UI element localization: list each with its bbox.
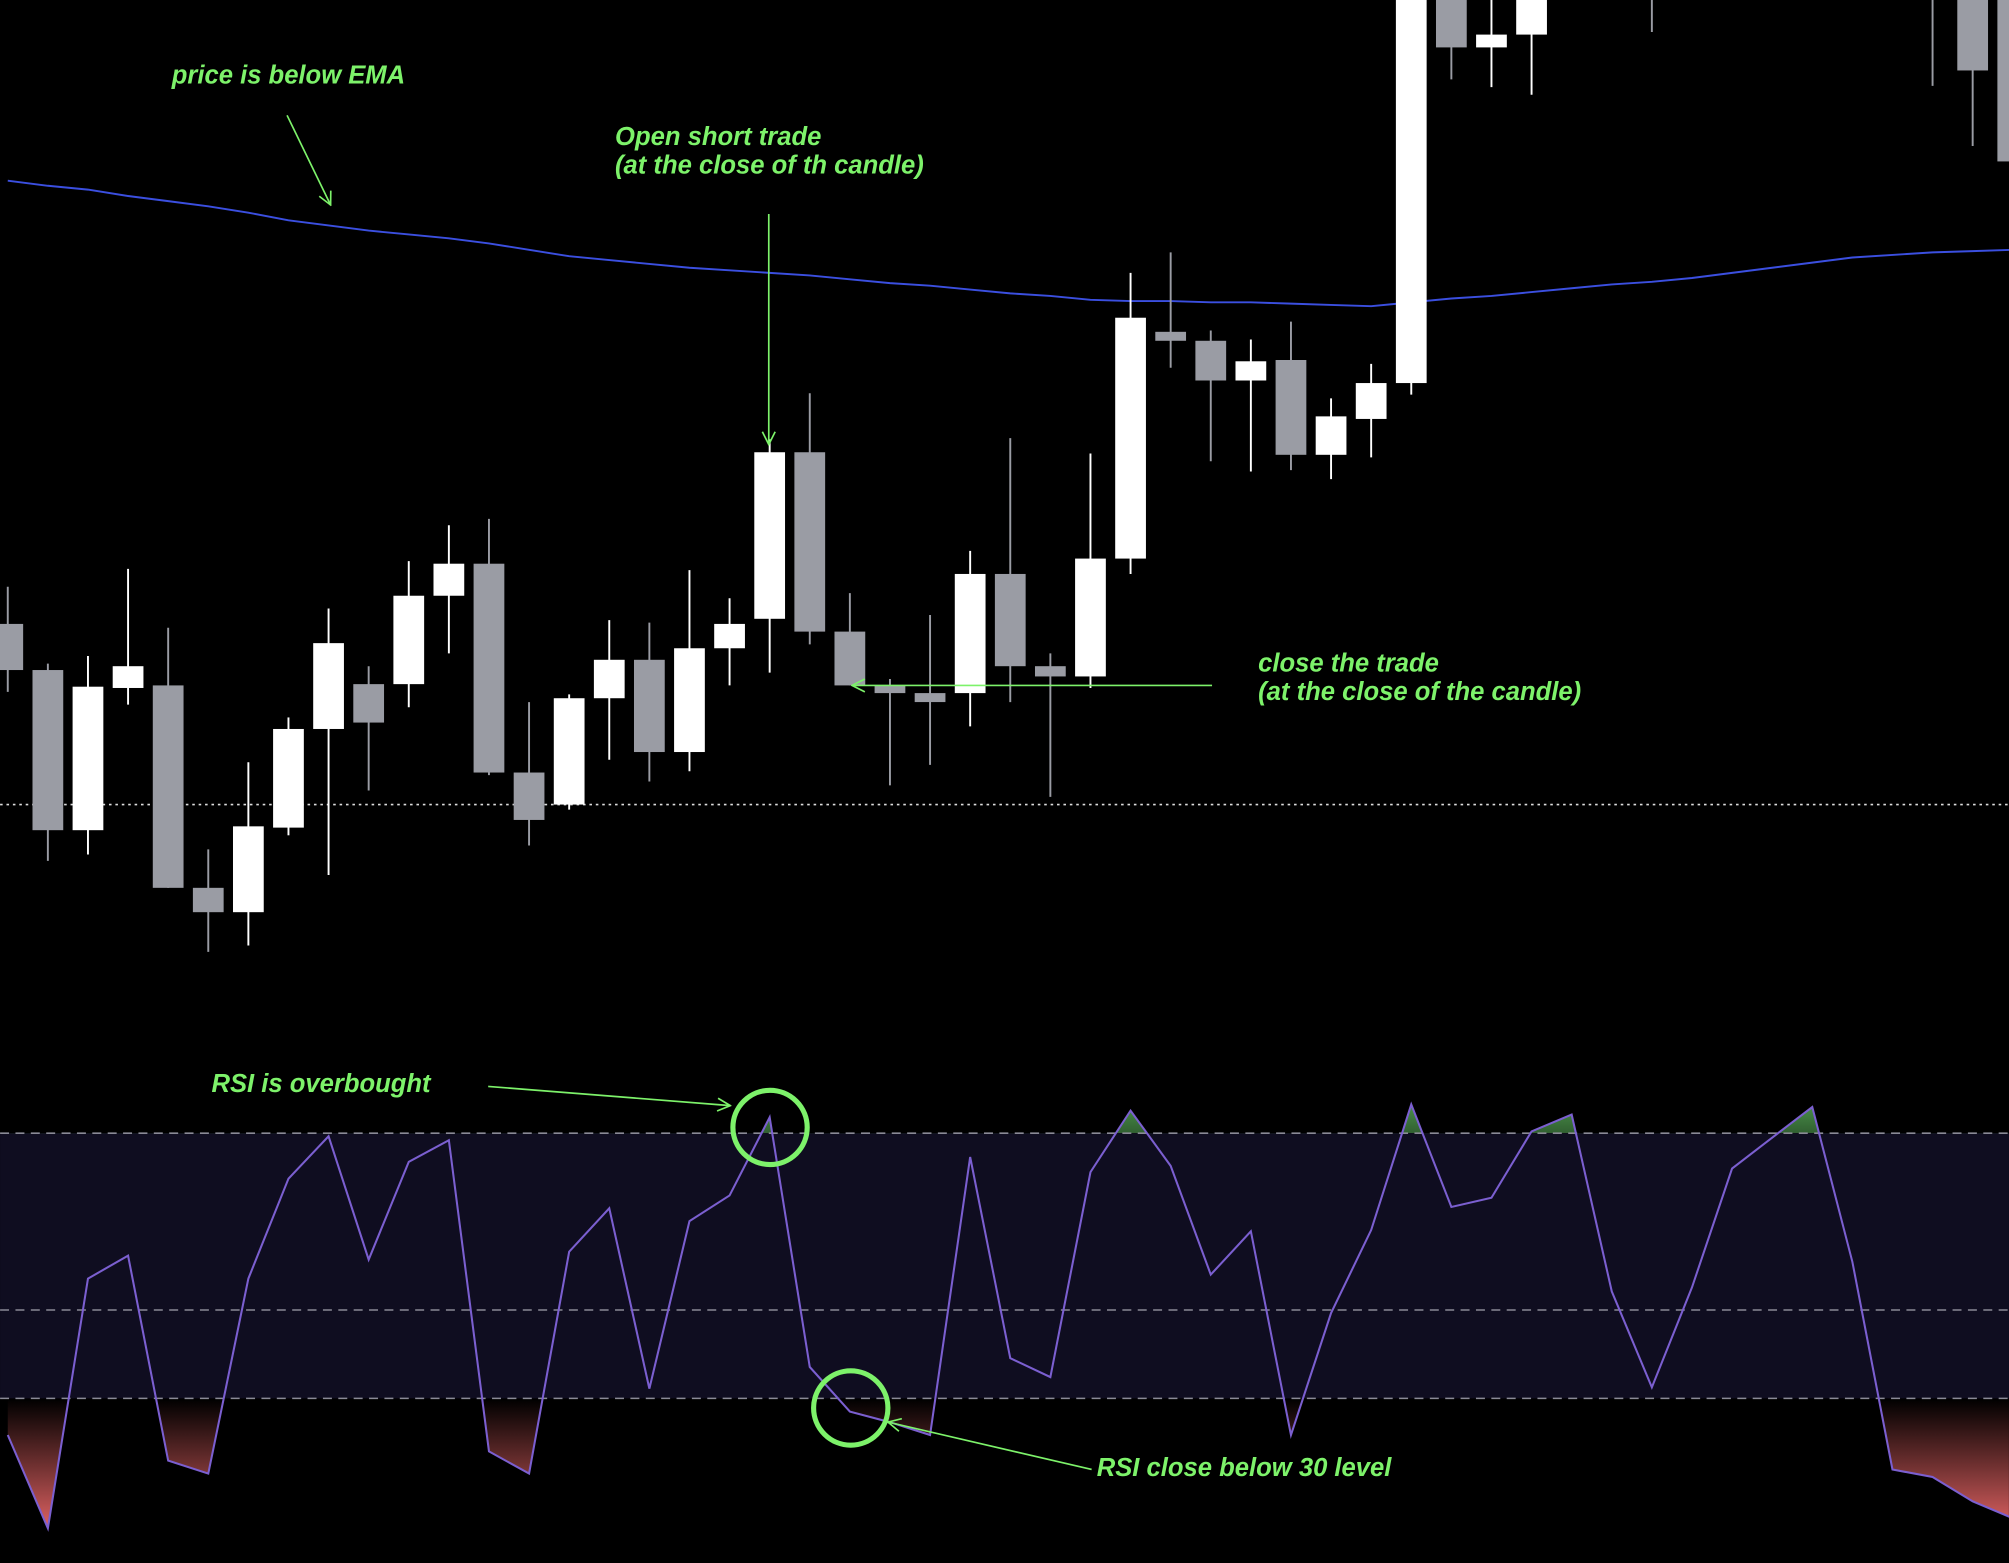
arrow [488, 1085, 730, 1105]
candle-body [593, 659, 625, 699]
candle-body [353, 684, 385, 723]
candle-body [112, 666, 144, 688]
candle-body [714, 623, 745, 649]
candle-body [152, 685, 184, 888]
candle-body [1075, 558, 1106, 677]
overbought-fill [761, 1104, 1820, 1134]
candle-body [192, 887, 224, 913]
arrow [888, 1422, 1092, 1471]
annotation-shapes [286, 114, 1213, 1471]
annotation: (at the close of th candle) [615, 151, 924, 179]
candle-body [954, 573, 986, 694]
candle-body [834, 631, 866, 686]
candle-body [874, 685, 906, 694]
arrow [286, 114, 331, 205]
candle-body [1355, 383, 1387, 419]
candle-body [1957, 0, 1989, 71]
annotation: close the trade [1258, 650, 1439, 678]
annotation: price is below EMA [171, 62, 405, 90]
rsi-line [6, 1101, 2009, 1532]
highlight-circle [811, 1368, 891, 1448]
candle-body [794, 452, 826, 632]
candle-body [1195, 340, 1227, 381]
ema-line [7, 179, 2009, 308]
level-band [0, 1133, 2009, 1399]
candle-body [32, 670, 64, 831]
candle-body [72, 686, 104, 831]
candle-body [633, 659, 665, 753]
candle-body [232, 826, 264, 913]
annotation: RSI is overbought [211, 1070, 432, 1098]
candle-body [553, 698, 585, 805]
candle-body [393, 595, 425, 685]
candle-body [1476, 34, 1507, 48]
annotation: Open short trade [615, 123, 821, 151]
candle-body [1997, 0, 2009, 162]
candle-body [674, 648, 705, 753]
candle-body [1275, 360, 1307, 455]
candle-body [754, 452, 786, 619]
highlight-circle [730, 1087, 810, 1168]
candle-body [273, 728, 304, 828]
candle-body [433, 563, 465, 596]
candle-body [914, 693, 946, 703]
candle-body [1115, 317, 1146, 559]
annotation: RSI close below 30 level [1097, 1454, 1393, 1482]
candle-body [1395, 0, 1427, 384]
candle-body [1155, 331, 1187, 341]
candle-body [1034, 666, 1066, 677]
oversold-fill [7, 1398, 2009, 1529]
candle-body [1315, 416, 1347, 455]
candle-body [473, 563, 505, 773]
candle-body [1435, 0, 1467, 48]
annotation: (at the close of the candle) [1258, 678, 1581, 706]
candle-body [1516, 0, 1547, 35]
candle-body [513, 772, 545, 820]
candle-body [0, 623, 24, 671]
candle-body [313, 643, 344, 729]
candle-body [1235, 361, 1267, 381]
candle-body [994, 573, 1026, 667]
